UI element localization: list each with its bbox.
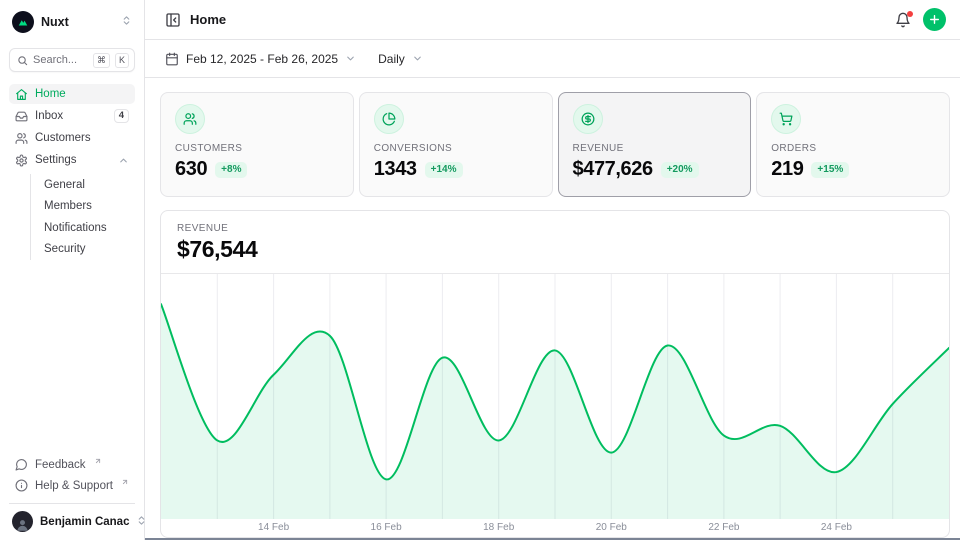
x-axis-tick-label: 18 Feb — [483, 522, 514, 533]
sidebar-item-label: Inbox — [35, 110, 63, 122]
chevron-up-down-icon — [121, 13, 132, 31]
sidebar-item-inbox[interactable]: Inbox 4 — [9, 106, 135, 126]
stat-card-conversions[interactable]: Conversions 1343 +14% — [359, 92, 553, 197]
feedback-link[interactable]: Feedback — [9, 454, 135, 475]
stat-value: 630 — [175, 158, 207, 181]
top-header: Home — [145, 0, 960, 40]
chart-total-value: $76,544 — [177, 236, 933, 263]
circle-dollar-icon — [573, 104, 603, 134]
user-menu[interactable]: Benjamin Canac — [0, 504, 144, 540]
inbox-count-badge: 4 — [114, 109, 129, 123]
stat-label: Revenue — [573, 143, 737, 154]
panel-left-close-icon — [165, 12, 181, 28]
stat-label: Conversions — [374, 143, 538, 154]
stat-card-customers[interactable]: Customers 630 +8% — [160, 92, 354, 197]
x-axis-tick-label: 20 Feb — [596, 522, 627, 533]
settings-submenu: General Members Notifications Security — [30, 174, 135, 260]
stat-delta-badge: +20% — [661, 162, 699, 178]
stat-delta-badge: +15% — [811, 162, 849, 178]
sidebar-item-general[interactable]: General — [44, 174, 135, 196]
date-range-label: Feb 12, 2025 - Feb 26, 2025 — [186, 52, 338, 66]
revenue-chart-card: Revenue $76,544 14 Feb 16 Feb 18 Feb 20 Feb… — [160, 210, 950, 538]
info-circle-icon — [15, 479, 28, 492]
users-icon — [15, 132, 28, 145]
period-label: Daily — [378, 52, 405, 66]
arrow-up-right-icon — [121, 478, 129, 486]
calendar-icon — [165, 52, 179, 66]
stat-delta-badge: +8% — [215, 162, 247, 178]
nuxt-logo-icon — [12, 11, 34, 33]
revenue-area-chart[interactable] — [161, 274, 949, 519]
kbd-k: K — [115, 53, 129, 68]
date-range-picker[interactable]: Feb 12, 2025 - Feb 26, 2025 — [165, 52, 356, 66]
help-support-link[interactable]: Help & Support — [9, 475, 135, 496]
gear-icon — [15, 154, 28, 167]
stat-value: 1343 — [374, 158, 417, 181]
stat-card-orders[interactable]: Orders 219 +15% — [756, 92, 950, 197]
stat-delta-badge: +14% — [425, 162, 463, 178]
search-input[interactable]: Search... ⌘ K — [9, 48, 135, 72]
avatar — [12, 511, 33, 532]
chart-title: Revenue — [177, 223, 933, 234]
period-select[interactable]: Daily — [378, 52, 423, 66]
house-icon — [15, 88, 28, 101]
inbox-icon — [15, 110, 28, 123]
filters-toolbar: Feb 12, 2025 - Feb 26, 2025 Daily — [145, 40, 960, 78]
search-placeholder: Search... — [33, 54, 88, 66]
x-axis-tick-label: 22 Feb — [708, 522, 739, 533]
users-icon — [175, 104, 205, 134]
chevron-down-icon — [345, 53, 356, 64]
page-title: Home — [190, 12, 226, 27]
stat-value: $477,626 — [573, 158, 653, 181]
sidebar-nav: Home Inbox 4 Customers — [9, 84, 135, 260]
chevron-down-icon — [412, 53, 423, 64]
main-area: Home Feb 12, 2025 - Feb 26, 2025 — [145, 0, 960, 540]
sidebar-footer: Feedback Help & Support — [0, 454, 144, 504]
plus-icon — [928, 13, 941, 26]
x-axis-tick-label: 24 Feb — [821, 522, 852, 533]
footer-link-label: Feedback — [35, 459, 86, 471]
shopping-cart-icon — [771, 104, 801, 134]
sidebar-item-settings[interactable]: Settings — [9, 150, 135, 170]
sidebar-item-label: Customers — [35, 132, 91, 144]
stat-card-revenue[interactable]: Revenue $477,626 +20% — [558, 92, 752, 197]
arrow-up-right-icon — [94, 457, 102, 465]
message-circle-icon — [15, 458, 28, 471]
x-axis: 14 Feb 16 Feb 18 Feb 20 Feb 22 Feb 24 Feb — [161, 519, 949, 537]
footer-link-label: Help & Support — [35, 480, 113, 492]
sidebar-item-security[interactable]: Security — [44, 239, 135, 261]
app-root: Nuxt Search... ⌘ K Home — [0, 0, 960, 540]
stats-grid: Customers 630 +8% Conversions 1343 +14% — [160, 92, 950, 197]
pie-chart-icon — [374, 104, 404, 134]
workspace-switcher[interactable]: Nuxt — [9, 9, 135, 35]
sidebar: Nuxt Search... ⌘ K Home — [0, 0, 145, 540]
area-chart-svg — [161, 274, 949, 519]
stat-label: Orders — [771, 143, 935, 154]
notifications-button[interactable] — [895, 12, 911, 28]
kbd-cmd: ⌘ — [93, 53, 110, 68]
dashboard-content: Customers 630 +8% Conversions 1343 +14% — [145, 78, 960, 540]
user-name: Benjamin Canac — [40, 516, 129, 528]
sidebar-item-customers[interactable]: Customers — [9, 128, 135, 148]
add-button[interactable] — [923, 8, 946, 31]
sidebar-collapse-button[interactable] — [165, 12, 181, 28]
sidebar-item-members[interactable]: Members — [44, 196, 135, 218]
unread-indicator — [907, 11, 913, 17]
workspace-name: Nuxt — [41, 15, 69, 29]
sidebar-item-home[interactable]: Home — [9, 84, 135, 104]
chevron-up-icon — [118, 155, 129, 166]
x-axis-tick-label: 16 Feb — [371, 522, 402, 533]
sidebar-item-notifications[interactable]: Notifications — [44, 217, 135, 239]
stat-value: 219 — [771, 158, 803, 181]
search-icon — [17, 55, 28, 66]
stat-label: Customers — [175, 143, 339, 154]
chart-header: Revenue $76,544 — [161, 211, 949, 274]
sidebar-item-label: Settings — [35, 154, 77, 166]
x-axis-tick-label: 14 Feb — [258, 522, 289, 533]
sidebar-item-label: Home — [35, 88, 66, 100]
